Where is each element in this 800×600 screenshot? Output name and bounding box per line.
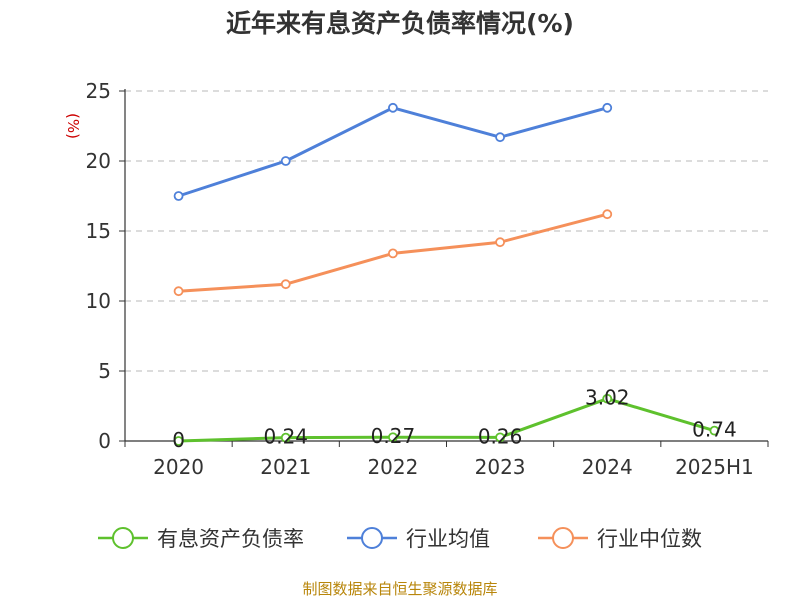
data-point <box>709 425 720 436</box>
data-point <box>495 132 505 143</box>
data-label: 0.27 <box>371 424 416 448</box>
data-point <box>495 432 505 443</box>
data-point <box>602 102 613 113</box>
data-label: 0 <box>172 428 185 452</box>
series-line <box>178 106 608 198</box>
data-point <box>173 286 184 297</box>
y-axis-label: (%) <box>64 113 82 139</box>
legend-label: 有息资产负债率 <box>157 527 304 551</box>
y-tick-label: 15 <box>86 219 111 243</box>
data-label: 3.02 <box>585 386 630 410</box>
legend-label: 行业均值 <box>406 527 490 551</box>
legend-label: 行业中位数 <box>597 527 702 551</box>
y-tick-label: 10 <box>86 289 111 313</box>
data-label: 0.24 <box>263 425 308 449</box>
axes: 0 5 10 15 20 25 2020 2021 2022 2023 2024 2025H1 (%) <box>64 79 769 479</box>
x-tick-label: 2024 <box>582 455 633 479</box>
legend-marker <box>112 527 134 549</box>
series-lines <box>173 102 720 446</box>
y-tick-label: 0 <box>98 429 111 453</box>
x-tick-label: 2023 <box>475 455 526 479</box>
data-point <box>602 209 613 220</box>
data-label: 0.26 <box>478 424 523 448</box>
data-point <box>280 156 291 166</box>
data-point <box>173 436 184 446</box>
x-tick-label: 2025H1 <box>675 455 754 479</box>
x-tick-label: 2022 <box>367 455 418 479</box>
data-point <box>495 237 505 248</box>
data-point <box>388 432 398 443</box>
y-tick-label: 25 <box>86 79 111 103</box>
y-tick-label: 5 <box>98 359 111 383</box>
series-line <box>178 397 715 443</box>
data-point <box>280 432 291 443</box>
legend: 有息资产负债率 行业均值 行业中位数 <box>98 527 702 551</box>
data-point <box>602 393 613 404</box>
x-tick-label: 2020 <box>153 455 204 479</box>
legend-marker <box>552 527 574 549</box>
legend-marker <box>361 527 383 549</box>
x-tick-label: 2021 <box>260 455 311 479</box>
data-point <box>388 102 398 113</box>
data-point <box>280 279 291 290</box>
source-note: 制图数据来自恒生聚源数据库 <box>302 580 498 598</box>
data-labels: 0 0.24 0.27 0.26 3.02 0.74 <box>172 386 736 452</box>
y-tick-label: 20 <box>86 149 111 173</box>
grid-lines <box>125 90 768 372</box>
chart-title: 近年来有息资产负债率情况(%) <box>226 9 574 38</box>
data-point <box>388 248 398 259</box>
data-label: 0.74 <box>692 418 737 442</box>
data-point <box>173 191 184 201</box>
